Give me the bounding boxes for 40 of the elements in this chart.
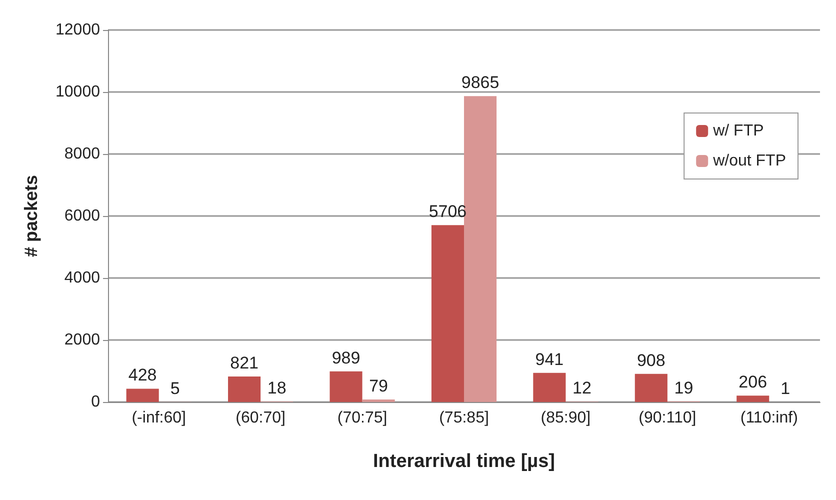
- legend-label: w/ FTP: [712, 122, 764, 140]
- bar: [634, 374, 668, 402]
- y-tick-label: 12000: [56, 22, 100, 38]
- data-label: 19: [674, 378, 694, 398]
- legend-label: w/out FTP: [712, 152, 786, 170]
- y-tick-label: 6000: [64, 208, 100, 224]
- y-tick-label: 2000: [64, 332, 100, 348]
- y-axis-title: # packets: [21, 174, 41, 258]
- data-label: 12: [572, 378, 592, 398]
- x-tick-label: (85:90]: [540, 410, 591, 426]
- x-tick-label: (60:70]: [236, 410, 286, 426]
- x-tick-label: (90:110]: [638, 410, 696, 426]
- data-label: 5706: [428, 202, 467, 222]
- y-tick-label: 8000: [64, 146, 100, 162]
- bar: [431, 225, 464, 402]
- x-tick-label: (70:75]: [337, 410, 388, 426]
- bar: [126, 388, 159, 402]
- x-axis-title: Interarrival time [µs]: [372, 451, 556, 472]
- data-label: 9865: [461, 73, 500, 92]
- bar: [330, 371, 362, 402]
- data-label: 79: [369, 376, 388, 396]
- bar: [736, 396, 770, 402]
- data-label: 821: [230, 354, 258, 373]
- data-label: 989: [332, 348, 360, 368]
- x-tick-label: (75:85]: [439, 410, 489, 426]
- data-label: 941: [535, 350, 564, 369]
- data-label: 1: [780, 378, 790, 398]
- y-tick-label: 10000: [56, 84, 100, 100]
- data-label: 428: [128, 366, 157, 385]
- bar: [533, 372, 566, 402]
- y-tick-label: 4000: [64, 270, 100, 286]
- data-label: 5: [170, 378, 180, 398]
- x-tick-label: (-inf:60]: [132, 410, 186, 426]
- data-label: 908: [636, 350, 666, 370]
- bar: [464, 96, 497, 402]
- bar: [228, 376, 261, 402]
- x-tick-label: (110:inf): [740, 410, 798, 426]
- data-label: 206: [738, 372, 768, 392]
- y-tick-label: 0: [91, 394, 100, 410]
- data-label: 18: [267, 378, 286, 398]
